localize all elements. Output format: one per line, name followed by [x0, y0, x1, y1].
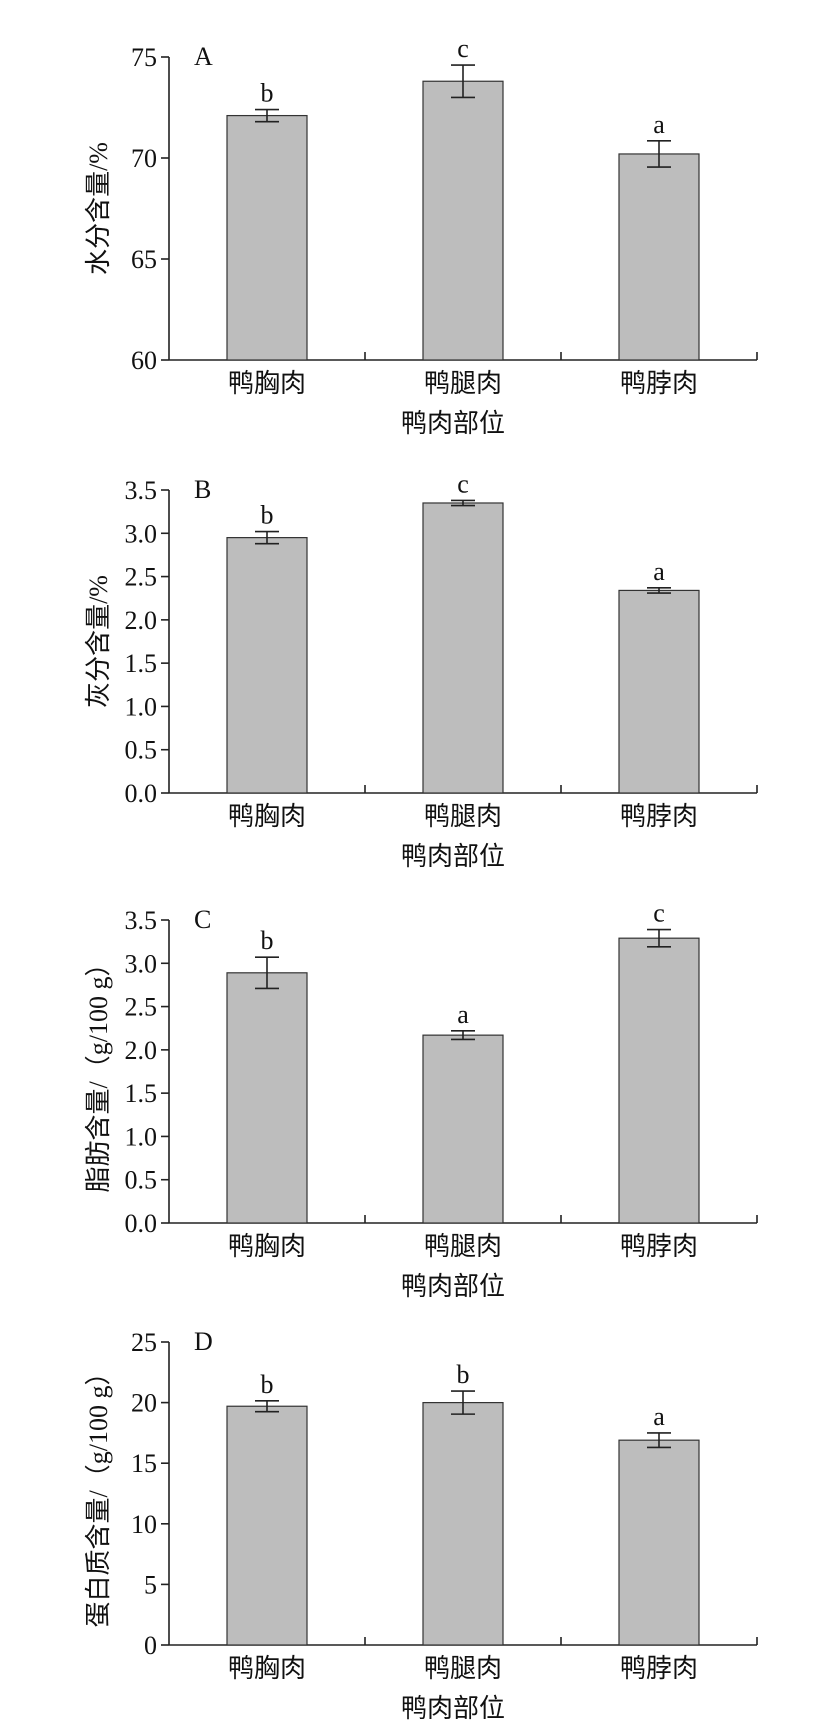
bar — [618, 153, 700, 361]
error-bar — [647, 140, 671, 168]
panel: 0.0 0.5 1.0 1.5 2.0 2.5 3.0 3.5 C 鸭肉部位 脂肪含量/（g/100… — [84, 899, 758, 1301]
x-axis-label: 鸭肉部位 — [401, 842, 505, 871]
y-tick-label: 2.5 — [125, 993, 158, 1022]
bar — [226, 114, 308, 361]
y-tick-label: 20 — [131, 1389, 157, 1418]
y-tick-label: 3.0 — [125, 519, 158, 548]
significance-letter: a — [653, 557, 665, 586]
y-tick-label: 1.0 — [125, 692, 158, 721]
significance-letter: b — [457, 1360, 470, 1389]
significance-letter: b — [261, 79, 274, 108]
x-tick-label: 鸭脖肉 — [620, 369, 698, 398]
y-tick-label: 2.0 — [125, 1036, 158, 1065]
y-tick-label: 25 — [131, 1328, 157, 1357]
y-axis-label: 灰分含量/% — [84, 575, 113, 708]
bar — [422, 80, 504, 361]
significance-letter: b — [261, 1370, 274, 1399]
y-tick-label: 1.0 — [125, 1122, 158, 1151]
error-bar — [647, 928, 671, 948]
x-axis-label: 鸭肉部位 — [401, 1694, 505, 1723]
significance-letter: c — [457, 469, 469, 498]
bar — [422, 502, 504, 794]
significance-letter: a — [457, 1000, 469, 1029]
y-tick-label: 75 — [131, 43, 157, 72]
error-bar — [647, 1432, 671, 1449]
significance-letter: a — [653, 110, 665, 139]
y-tick-label: 0.0 — [125, 779, 158, 808]
y-tick-label: 60 — [131, 346, 157, 375]
y-axis-label: 蛋白质含量/（g/100 g） — [84, 1360, 113, 1628]
y-tick-label: 3.0 — [125, 949, 158, 978]
y-tick-label: 1.5 — [125, 649, 158, 678]
bar — [226, 972, 308, 1224]
bar — [618, 937, 700, 1224]
x-tick-label: 鸭脖肉 — [620, 802, 698, 831]
bar — [226, 1405, 308, 1646]
error-bar — [647, 587, 671, 594]
y-tick-label: 3.5 — [125, 906, 158, 935]
error-bar — [451, 1390, 475, 1415]
x-tick-label: 鸭腿肉 — [424, 1654, 502, 1683]
error-bar — [255, 1399, 279, 1413]
y-axis-label: 脂肪含量/（g/100 g） — [84, 951, 113, 1193]
x-tick-label: 鸭脖肉 — [620, 1232, 698, 1261]
panel: 0.0 0.5 1.0 1.5 2.0 2.5 3.0 3.5 B 鸭肉部位 灰分含量/% b 鸭胸肉 c… — [84, 469, 758, 871]
y-tick-label: 0.5 — [125, 1166, 158, 1195]
x-axis-label: 鸭肉部位 — [401, 409, 505, 438]
panel: 0 5 10 15 20 25 D 鸭肉部位 蛋白质含量/（g/100 g） b 鸭胸肉 b 鸭腿肉 a 鸭… — [84, 1327, 758, 1723]
significance-letter: a — [653, 1402, 665, 1431]
y-tick-label: 5 — [144, 1570, 157, 1599]
error-bar — [451, 64, 475, 99]
y-tick-label: 1.5 — [125, 1079, 158, 1108]
bar — [618, 589, 700, 794]
y-tick-label: 2.0 — [125, 606, 158, 635]
bar — [226, 537, 308, 794]
y-tick-label: 65 — [131, 245, 157, 274]
panel-label: B — [194, 475, 211, 504]
x-tick-label: 鸭腿肉 — [424, 369, 502, 398]
significance-letter: c — [457, 34, 469, 63]
panel-label: C — [194, 905, 211, 934]
x-tick-label: 鸭腿肉 — [424, 1232, 502, 1261]
bar — [618, 1439, 700, 1646]
x-tick-label: 鸭胸肉 — [228, 802, 306, 831]
error-bar — [451, 499, 475, 507]
bar — [422, 1034, 504, 1224]
y-axis-label: 水分含量/% — [84, 142, 113, 275]
x-axis-label: 鸭肉部位 — [401, 1272, 505, 1301]
panel: 60 65 70 75 A 鸭肉部位 水分含量/% b 鸭胸肉 c 鸭腿肉 a 鸭脖肉 — [84, 34, 758, 438]
significance-letter: c — [653, 899, 665, 928]
y-tick-label: 10 — [131, 1510, 157, 1539]
y-tick-label: 0 — [144, 1631, 157, 1660]
x-tick-label: 鸭胸肉 — [228, 1232, 306, 1261]
x-tick-label: 鸭腿肉 — [424, 802, 502, 831]
panel-label: D — [194, 1327, 213, 1356]
significance-letter: b — [261, 926, 274, 955]
significance-letter: b — [261, 501, 274, 530]
panel-label: A — [194, 42, 213, 71]
y-tick-label: 3.5 — [125, 476, 158, 505]
error-bar — [255, 956, 279, 990]
y-tick-label: 70 — [131, 144, 157, 173]
error-bar — [255, 530, 279, 545]
x-tick-label: 鸭脖肉 — [620, 1654, 698, 1683]
y-tick-label: 15 — [131, 1449, 157, 1478]
y-tick-label: 0.0 — [125, 1209, 158, 1238]
y-tick-label: 2.5 — [125, 563, 158, 592]
y-tick-label: 0.5 — [125, 736, 158, 765]
x-tick-label: 鸭胸肉 — [228, 369, 306, 398]
bar — [422, 1401, 504, 1646]
error-bar — [451, 1030, 475, 1041]
x-tick-label: 鸭胸肉 — [228, 1654, 306, 1683]
error-bar — [255, 108, 279, 123]
